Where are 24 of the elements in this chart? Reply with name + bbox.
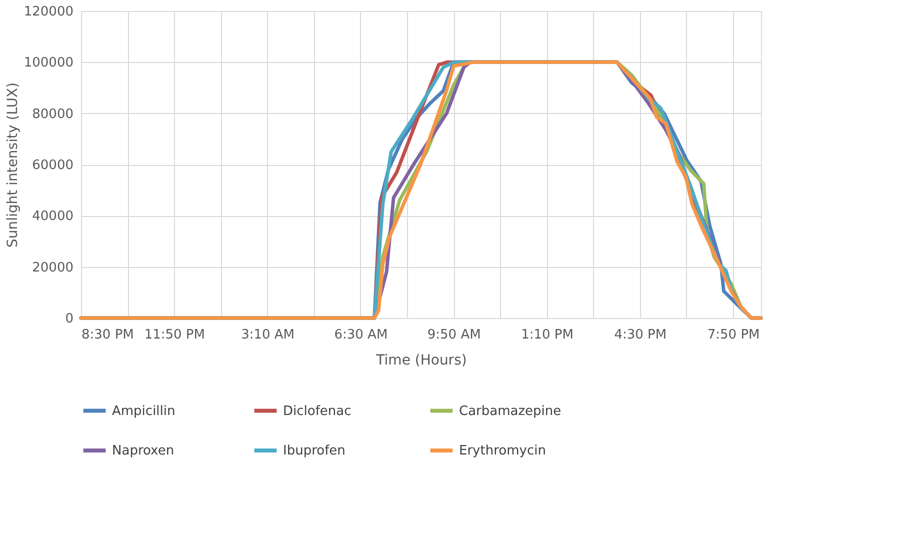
legend-label: Ampicillin — [112, 404, 176, 419]
x-tick-label: 9:50 AM — [427, 328, 481, 342]
y-axis-title: Sunlight intensity (LUX) — [4, 82, 21, 248]
x-tick-label: 6:30 AM — [334, 328, 388, 342]
x-tick-label: 1:10 PM — [521, 328, 574, 342]
x-axis-title: Time (Hours) — [375, 352, 467, 368]
y-tick-label: 80000 — [32, 106, 74, 122]
y-tick-label: 60000 — [32, 158, 74, 173]
x-tick-label: 4:30 PM — [614, 328, 667, 342]
x-tick-label: 8:30 PM — [82, 328, 134, 342]
legend-label: Ibuprofen — [283, 444, 346, 458]
legend-label: Diclofenac — [283, 404, 352, 419]
x-tick-label: 3:10 AM — [241, 328, 295, 342]
legend-label: Carbamazepine — [459, 404, 562, 419]
line-series — [79, 60, 763, 320]
legend-label: Naproxen — [112, 444, 174, 458]
legend-label: Erythromycin — [459, 444, 546, 458]
y-tick-label: 0 — [65, 312, 74, 326]
x-tick-label: 11:50 PM — [144, 328, 205, 342]
y-tick-label: 120000 — [24, 4, 74, 20]
y-tick-label: 20000 — [32, 260, 74, 276]
y-tick-label: 40000 — [32, 209, 74, 224]
x-tick-label: 7:50 PM — [707, 328, 760, 342]
y-tick-label: 100000 — [24, 56, 74, 71]
